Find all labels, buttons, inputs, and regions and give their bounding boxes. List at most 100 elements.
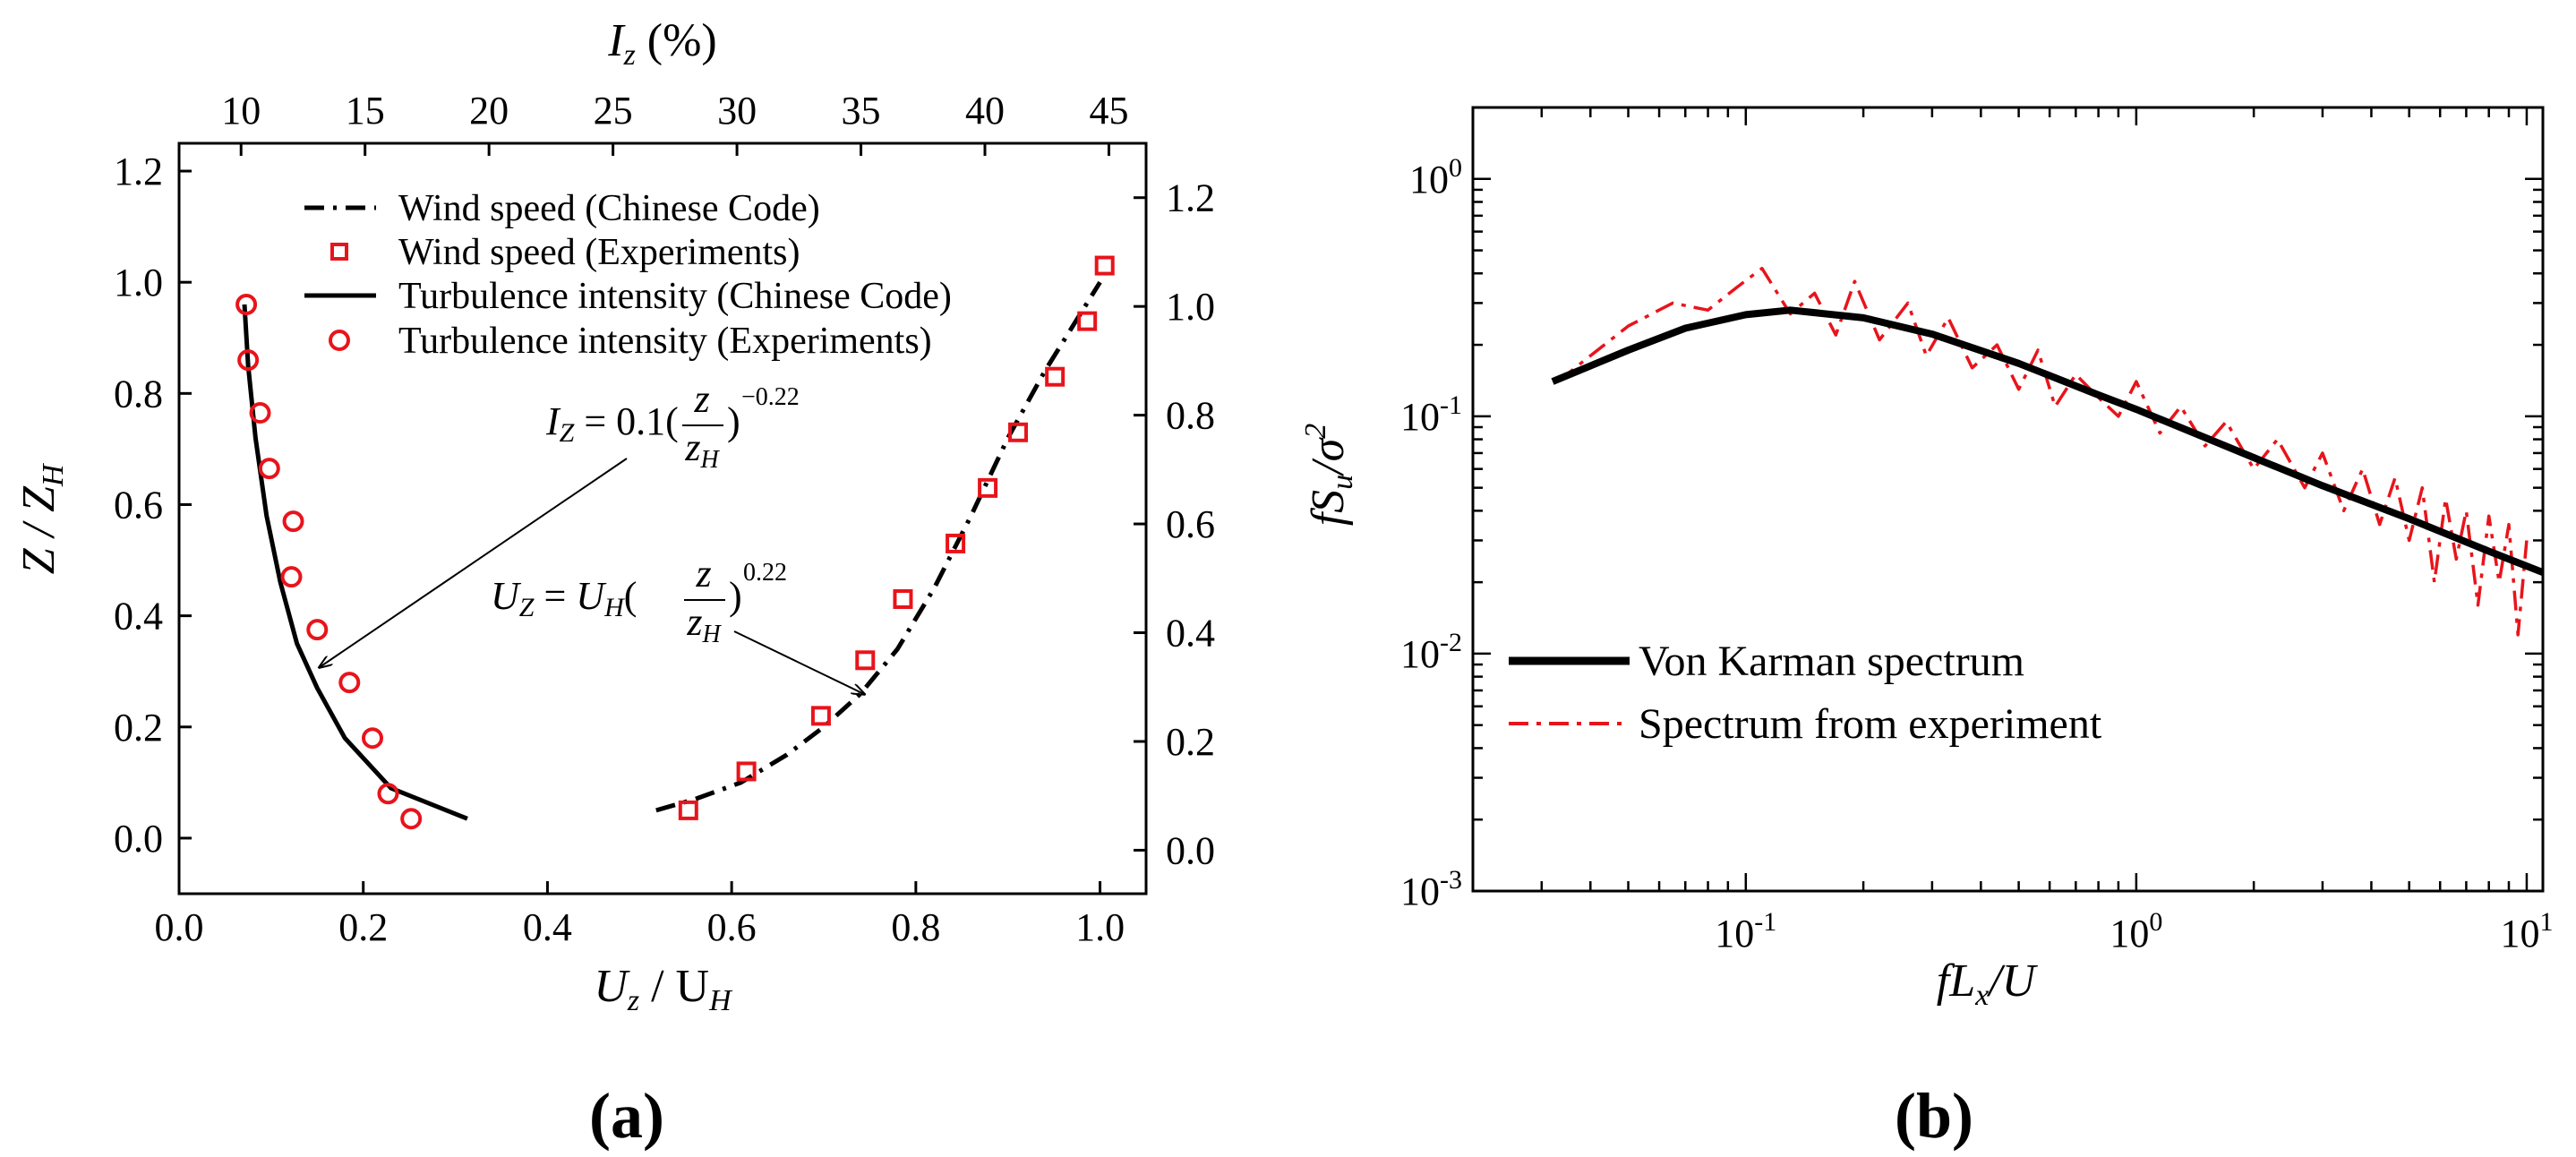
series-line-von-karman-spectrum xyxy=(1551,306,2545,576)
legend-label: Turbulence intensity (Chinese Code) xyxy=(398,276,952,317)
panel-a-legend: Wind speed (Chinese Code) Wind speed (Ex… xyxy=(304,188,952,362)
data-point-square xyxy=(736,761,757,782)
svg-text:): ) xyxy=(727,399,740,443)
svg-text:z: z xyxy=(693,377,709,421)
y-tick-label: 10-2 xyxy=(1400,628,1462,676)
panel-a-chart: 0.0 0.2 0.4 0.6 0.8 1.0 0.0 0.2 0.4 0.6 0.8 1.0 1.2 1… xyxy=(13,15,1215,1152)
x-tick-label: 0.0 xyxy=(155,905,204,949)
legend-item-turbulence-code: Turbulence intensity (Chinese Code) xyxy=(304,276,952,317)
x-tick-label: 101 xyxy=(2500,907,2553,956)
svg-text:UZ = UH(: UZ = UH( xyxy=(491,574,637,622)
panel-a-label: (a) xyxy=(589,1080,664,1152)
y-tick-label: 1.0 xyxy=(114,261,163,304)
legend-item-von-karman: Von Karman spectrum xyxy=(1509,638,2024,685)
data-point-square xyxy=(893,589,913,610)
panel-b-plot-frame xyxy=(1471,106,2545,893)
data-point-square xyxy=(855,650,876,671)
y2-tick-label: 0.0 xyxy=(1166,828,1215,872)
y2-tick-label: 0.2 xyxy=(1166,720,1215,764)
turbulence-equation-arrow xyxy=(320,458,628,667)
legend-label: Turbulence intensity (Experiments) xyxy=(398,321,932,362)
data-point-square xyxy=(1094,255,1115,276)
y-tick-label: 0.8 xyxy=(114,372,163,416)
panel-a-series xyxy=(235,255,1115,830)
x-tick-label: 10-1 xyxy=(1715,907,1776,956)
series-line-spectrum-from-experiment xyxy=(1556,266,2529,637)
series-line-turbulence-intensity-chinese-code xyxy=(242,304,468,821)
svg-text:−0.22: −0.22 xyxy=(741,383,800,411)
legend-item-experiment-spectrum: Spectrum from experiment xyxy=(1509,700,2102,748)
y-tick-label: 0.2 xyxy=(114,706,163,750)
y-tick-label: 10-3 xyxy=(1400,865,1462,913)
x-tick-label: 100 xyxy=(2110,907,2162,956)
svg-text:0.22: 0.22 xyxy=(743,559,787,587)
panel-b-ticks: 10-1 100 101 10-3 10-2 10-1 100 xyxy=(1400,106,2553,956)
data-point-circle xyxy=(306,619,329,641)
panel-a-x-axis-title: Uz / UH xyxy=(594,961,733,1017)
panel-b-label: (b) xyxy=(1895,1080,1973,1152)
legend-item-wind-speed-code: Wind speed (Chinese Code) xyxy=(304,188,820,229)
y2-tick-label: 1.2 xyxy=(1166,176,1215,220)
legend-label: Von Karman spectrum xyxy=(1639,638,2024,685)
y-tick-label: 10-1 xyxy=(1400,390,1462,439)
data-point-circle xyxy=(280,566,303,588)
legend-label: Wind speed (Experiments) xyxy=(398,232,800,273)
data-point-circle xyxy=(249,402,271,424)
svg-text:zH: zH xyxy=(686,600,722,648)
wind-speed-equation-annotation: UZ = UH( z zH ) 0.22 xyxy=(491,552,864,694)
y-tick-label: 0.0 xyxy=(114,817,163,861)
svg-text:): ) xyxy=(729,574,742,618)
panel-a-plot-frame xyxy=(177,141,1148,896)
legend-label: Wind speed (Chinese Code) xyxy=(398,188,820,229)
legend-item-turbulence-experiments: Turbulence intensity (Experiments) xyxy=(329,321,932,362)
y-tick-label: 100 xyxy=(1409,153,1462,201)
data-point-circle xyxy=(235,294,258,316)
turbulence-equation-annotation: IZ = 0.1( z zH ) −0.22 xyxy=(320,377,800,667)
data-point-square xyxy=(1045,366,1065,387)
data-point-circle xyxy=(282,510,304,533)
data-point-square xyxy=(1077,311,1098,331)
svg-text:IZ = 0.1(: IZ = 0.1( xyxy=(545,399,679,448)
x2-tick-label: 30 xyxy=(717,89,757,133)
data-point-circle xyxy=(338,672,361,694)
x2-tick-label: 45 xyxy=(1089,89,1128,133)
y2-tick-label: 0.8 xyxy=(1166,394,1215,438)
svg-text:zH: zH xyxy=(684,425,720,474)
panel-b-chart: 10-1 100 101 10-3 10-2 10-1 100 fLx/U fSu/σ2 V… xyxy=(1299,106,2553,1152)
x2-tick-label: 20 xyxy=(469,89,509,133)
y2-tick-label: 0.4 xyxy=(1166,612,1215,656)
x-tick-label: 1.0 xyxy=(1075,905,1125,949)
x-tick-label: 0.6 xyxy=(707,905,757,949)
y-tick-label: 1.2 xyxy=(114,150,163,193)
x2-tick-label: 15 xyxy=(346,89,385,133)
data-point-circle xyxy=(362,727,383,750)
data-point-circle xyxy=(377,783,399,805)
panel-b-legend: Von Karman spectrum Spectrum from experi… xyxy=(1509,638,2102,748)
data-point-square xyxy=(678,800,698,820)
wind-speed-equation-arrow xyxy=(733,630,864,694)
x2-tick-label: 40 xyxy=(965,89,1005,133)
data-point-square xyxy=(810,706,831,726)
y2-tick-label: 1.0 xyxy=(1166,285,1215,329)
data-point-circle xyxy=(237,349,260,372)
panel-a-top-axis-title: Iz (%) xyxy=(607,15,717,72)
x2-tick-label: 35 xyxy=(842,89,881,133)
svg-text:z: z xyxy=(695,552,711,596)
x-tick-label: 0.2 xyxy=(338,905,388,949)
panel-a-y-axis-title: Z / ZH xyxy=(13,462,70,574)
legend-item-wind-speed-experiments: Wind speed (Experiments) xyxy=(330,232,800,273)
panel-b-y-axis-title: fSu/σ2 xyxy=(1299,424,1359,527)
x2-tick-label: 25 xyxy=(594,89,633,133)
panel-a-ticks: 0.0 0.2 0.4 0.6 0.8 1.0 0.0 0.2 0.4 0.6 0.8 1.0 1.2 1… xyxy=(114,89,1215,949)
panel-b-x-axis-title: fLx/U xyxy=(1937,956,2039,1012)
y-tick-label: 0.4 xyxy=(114,595,163,638)
data-point-square xyxy=(978,477,998,498)
data-point-circle xyxy=(258,458,280,480)
x2-tick-label: 10 xyxy=(221,89,261,133)
data-point-square xyxy=(1008,422,1029,442)
data-point-circle xyxy=(400,808,423,830)
x-tick-label: 0.4 xyxy=(523,905,572,949)
series-line-wind-speed-chinese-code xyxy=(655,280,1102,813)
panel-b-series xyxy=(1551,266,2545,637)
